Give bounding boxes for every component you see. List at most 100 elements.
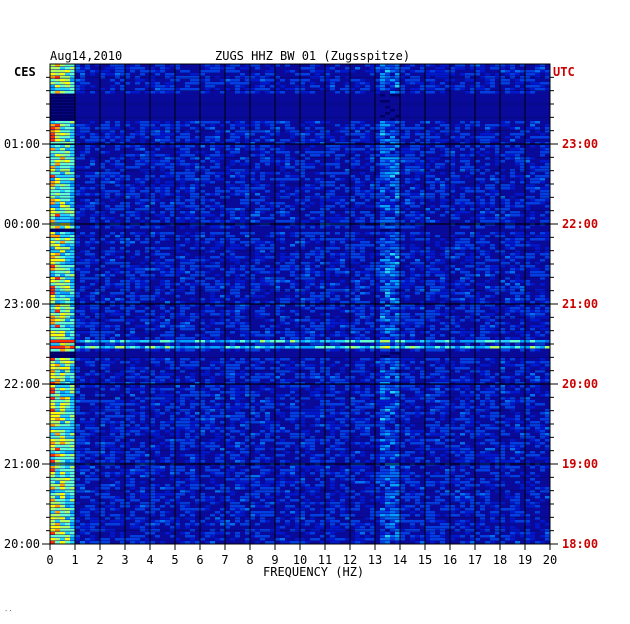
heatmap-cell [545, 235, 550, 238]
heatmap-cell [190, 316, 195, 319]
heatmap-cell [465, 202, 470, 205]
heatmap-cell [265, 124, 270, 127]
heatmap-cell [60, 244, 65, 247]
heatmap-cell [400, 172, 405, 175]
heatmap-cell [475, 184, 480, 187]
heatmap-cell [70, 91, 75, 94]
heatmap-cell [320, 280, 325, 283]
heatmap-cell [120, 232, 125, 235]
heatmap-cell [90, 133, 95, 136]
heatmap-cell [145, 85, 150, 88]
heatmap-cell [410, 304, 415, 307]
heatmap-cell [190, 127, 195, 130]
heatmap-cell [440, 142, 445, 145]
heatmap-cell [380, 85, 385, 88]
heatmap-cell [55, 73, 60, 76]
heatmap-cell [515, 148, 520, 151]
heatmap-cell [145, 154, 150, 157]
heatmap-cell [365, 226, 370, 229]
heatmap-cell [205, 271, 210, 274]
heatmap-cell [130, 127, 135, 130]
heatmap-cell [450, 319, 455, 322]
heatmap-cell [130, 337, 135, 340]
heatmap-cell [50, 154, 55, 157]
heatmap-cell [475, 238, 480, 241]
heatmap-cell [105, 151, 110, 154]
heatmap-cell [515, 274, 520, 277]
heatmap-cell [360, 172, 365, 175]
heatmap-cell [355, 247, 360, 250]
heatmap-cell [205, 331, 210, 334]
heatmap-cell [455, 202, 460, 205]
heatmap-cell [65, 94, 70, 97]
heatmap-cell [155, 88, 160, 91]
heatmap-cell [65, 274, 70, 277]
heatmap-cell [110, 301, 115, 304]
heatmap-cell [290, 286, 295, 289]
heatmap-cell [240, 316, 245, 319]
heatmap-cell [210, 121, 215, 124]
heatmap-cell [440, 328, 445, 331]
heatmap-cell [85, 295, 90, 298]
heatmap-cell [220, 208, 225, 211]
heatmap-cell [50, 127, 55, 130]
heatmap-cell [470, 136, 475, 139]
heatmap-cell [180, 262, 185, 265]
heatmap-cell [295, 88, 300, 91]
heatmap-cell [440, 130, 445, 133]
heatmap-cell [165, 184, 170, 187]
heatmap-cell [160, 238, 165, 241]
heatmap-cell [535, 316, 540, 319]
heatmap-cell [210, 154, 215, 157]
heatmap-cell [515, 301, 520, 304]
heatmap-cell [215, 286, 220, 289]
heatmap-cell [80, 82, 85, 85]
heatmap-cell [505, 151, 510, 154]
heatmap-cell [425, 151, 430, 154]
heatmap-cell [190, 262, 195, 265]
heatmap-cell [370, 220, 375, 223]
heatmap-cell [280, 190, 285, 193]
heatmap-cell [200, 247, 205, 250]
heatmap-cell [210, 226, 215, 229]
heatmap-cell [385, 157, 390, 160]
heatmap-cell [205, 70, 210, 73]
heatmap-cell [235, 145, 240, 148]
heatmap-cell [530, 202, 535, 205]
heatmap-cell [55, 64, 60, 67]
heatmap-cell [80, 127, 85, 130]
heatmap-cell [345, 202, 350, 205]
heatmap-cell [295, 268, 300, 271]
heatmap-cell [400, 67, 405, 70]
heatmap-cell [145, 238, 150, 241]
heatmap-cell [270, 244, 275, 247]
heatmap-cell [545, 70, 550, 73]
heatmap-cell [175, 250, 180, 253]
heatmap-cell [100, 145, 105, 148]
heatmap-cell [290, 283, 295, 286]
heatmap-cell [360, 217, 365, 220]
heatmap-cell [515, 211, 520, 214]
heatmap-cell [110, 295, 115, 298]
heatmap-cell [420, 325, 425, 328]
heatmap-cell [540, 289, 545, 292]
heatmap-cell [545, 247, 550, 250]
heatmap-cell [425, 181, 430, 184]
heatmap-cell [275, 178, 280, 181]
heatmap-cell [535, 247, 540, 250]
heatmap-cell [70, 175, 75, 178]
heatmap-cell [160, 274, 165, 277]
heatmap-cell [250, 73, 255, 76]
heatmap-cell [55, 142, 60, 145]
heatmap-cell [500, 328, 505, 331]
heatmap-cell [465, 124, 470, 127]
heatmap-cell [205, 172, 210, 175]
heatmap-cell [145, 160, 150, 163]
heatmap-cell [530, 73, 535, 76]
heatmap-cell [335, 142, 340, 145]
heatmap-cell [55, 190, 60, 193]
heatmap-cell [380, 301, 385, 304]
heatmap-cell [60, 121, 65, 124]
heatmap-cell [115, 76, 120, 79]
heatmap-cell [175, 145, 180, 148]
